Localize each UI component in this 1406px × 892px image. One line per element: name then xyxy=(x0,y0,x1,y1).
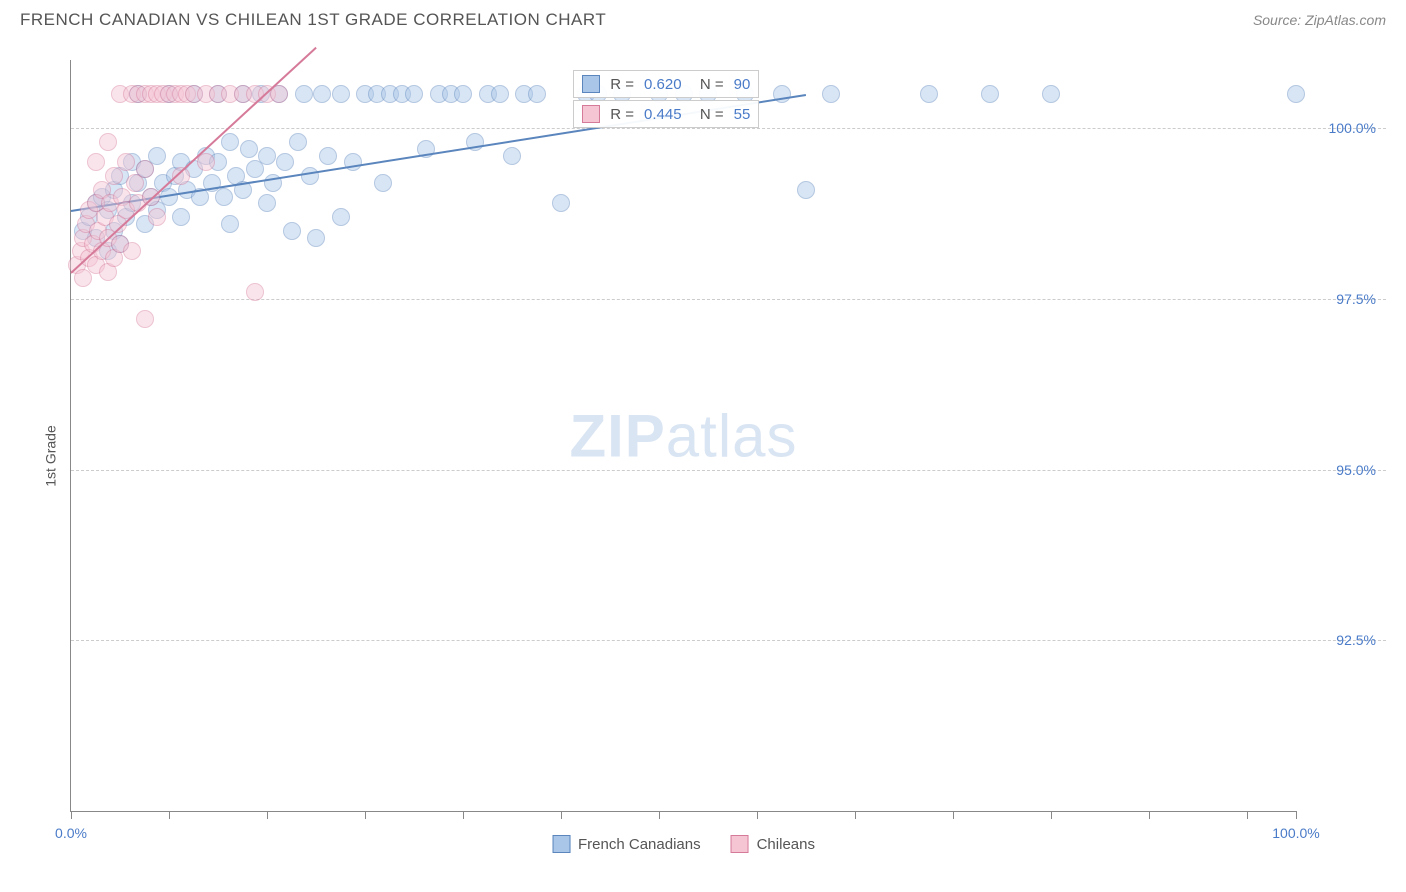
scatter-point xyxy=(491,85,509,103)
y-axis-label: 1st Grade xyxy=(43,425,59,486)
scatter-point xyxy=(295,85,313,103)
legend-label: Chileans xyxy=(757,836,815,853)
x-tick xyxy=(267,811,268,819)
scatter-point xyxy=(148,208,166,226)
scatter-point xyxy=(503,147,521,165)
scatter-point xyxy=(117,153,135,171)
legend-swatch xyxy=(731,835,749,853)
scatter-point xyxy=(258,147,276,165)
scatter-point xyxy=(454,85,472,103)
scatter-point xyxy=(289,133,307,151)
source-label: Source: ZipAtlas.com xyxy=(1253,12,1386,28)
gridline xyxy=(71,128,1386,129)
x-tick xyxy=(561,811,562,819)
scatter-point xyxy=(332,85,350,103)
scatter-point xyxy=(1287,85,1305,103)
scatter-point xyxy=(981,85,999,103)
scatter-point xyxy=(307,229,325,247)
scatter-point xyxy=(313,85,331,103)
n-label: N = xyxy=(692,76,724,93)
n-value: 90 xyxy=(734,76,751,93)
r-label: R = xyxy=(610,76,634,93)
scatter-point xyxy=(87,153,105,171)
x-tick xyxy=(169,811,170,819)
scatter-point xyxy=(797,181,815,199)
scatter-point xyxy=(123,242,141,260)
legend-label: French Canadians xyxy=(578,836,701,853)
y-tick-label: 97.5% xyxy=(1336,291,1376,307)
x-tick xyxy=(659,811,660,819)
y-tick-label: 95.0% xyxy=(1336,462,1376,478)
scatter-point xyxy=(258,194,276,212)
x-tick-label: 0.0% xyxy=(55,825,87,841)
x-tick xyxy=(855,811,856,819)
scatter-point xyxy=(99,133,117,151)
chart-title: FRENCH CANADIAN VS CHILEAN 1ST GRADE COR… xyxy=(20,10,606,30)
scatter-point xyxy=(1042,85,1060,103)
legend-swatch xyxy=(552,835,570,853)
correlation-stat-box: R = 0.445 N = 55 xyxy=(573,100,759,128)
x-tick xyxy=(1051,811,1052,819)
y-tick-label: 100.0% xyxy=(1329,120,1376,136)
r-value: 0.620 xyxy=(644,76,682,93)
scatter-point xyxy=(344,153,362,171)
r-label: R = xyxy=(610,106,634,123)
scatter-point xyxy=(276,153,294,171)
x-tick xyxy=(757,811,758,819)
r-value: 0.445 xyxy=(644,106,682,123)
legend-item: French Canadians xyxy=(552,835,701,853)
scatter-point xyxy=(136,160,154,178)
y-tick-label: 92.5% xyxy=(1336,632,1376,648)
scatter-point xyxy=(332,208,350,226)
watermark: ZIPatlas xyxy=(569,401,797,470)
gridline xyxy=(71,470,1386,471)
n-value: 55 xyxy=(734,106,751,123)
scatter-point xyxy=(528,85,546,103)
legend-swatch xyxy=(582,75,600,93)
plot-area: ZIPatlas French CanadiansChileans 100.0%… xyxy=(70,60,1296,812)
scatter-point xyxy=(172,208,190,226)
scatter-point xyxy=(283,222,301,240)
scatter-point xyxy=(552,194,570,212)
x-tick xyxy=(953,811,954,819)
x-tick xyxy=(365,811,366,819)
x-tick-label: 100.0% xyxy=(1272,825,1319,841)
scatter-point xyxy=(136,310,154,328)
scatter-point xyxy=(246,283,264,301)
scatter-point xyxy=(301,167,319,185)
bottom-legend: French Canadians Chileans xyxy=(552,835,815,853)
scatter-point xyxy=(374,174,392,192)
scatter-point xyxy=(920,85,938,103)
chart-header: FRENCH CANADIAN VS CHILEAN 1ST GRADE COR… xyxy=(0,0,1406,40)
x-tick xyxy=(1296,811,1297,819)
x-tick xyxy=(463,811,464,819)
n-label: N = xyxy=(692,106,724,123)
scatter-point xyxy=(221,215,239,233)
scatter-point xyxy=(319,147,337,165)
chart-container: 1st Grade ZIPatlas French CanadiansChile… xyxy=(20,50,1386,862)
gridline xyxy=(71,299,1386,300)
legend-item: Chileans xyxy=(731,835,815,853)
scatter-point xyxy=(822,85,840,103)
gridline xyxy=(71,640,1386,641)
scatter-point xyxy=(240,140,258,158)
scatter-point xyxy=(405,85,423,103)
x-tick xyxy=(1149,811,1150,819)
x-tick xyxy=(1247,811,1248,819)
scatter-point xyxy=(215,188,233,206)
x-tick xyxy=(71,811,72,819)
scatter-point xyxy=(221,133,239,151)
legend-swatch xyxy=(582,105,600,123)
correlation-stat-box: R = 0.620 N = 90 xyxy=(573,70,759,98)
